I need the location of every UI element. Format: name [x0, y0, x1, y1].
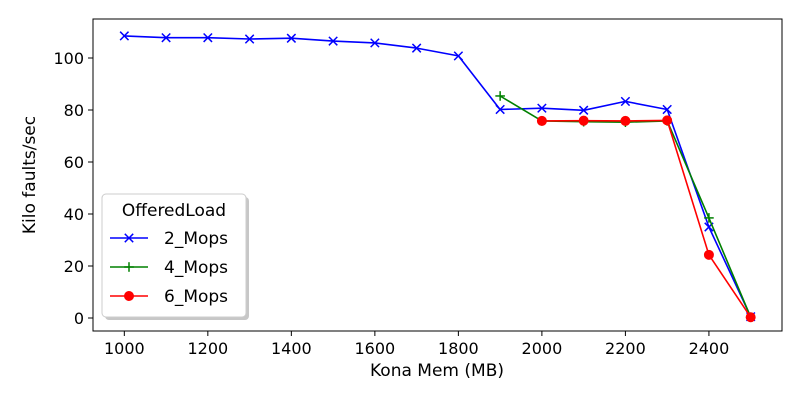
data-point [578, 105, 589, 115]
legend-label: 4_Mops [164, 258, 228, 278]
x-tick-label: 1600 [355, 339, 396, 358]
data-point [328, 36, 338, 46]
data-point [453, 51, 464, 61]
data-point [703, 249, 714, 260]
series-line [124, 35, 752, 318]
data-point [370, 38, 380, 48]
series-line [499, 95, 752, 318]
data-point [161, 32, 171, 43]
y-tick-label: 100 [53, 49, 84, 68]
x-axis-label: Kona Mem (MB) [370, 361, 504, 381]
legend-marker [124, 262, 134, 272]
data-point [411, 43, 422, 53]
data-point [745, 312, 756, 323]
legend-title: OfferedLoad [122, 201, 226, 221]
data-point [119, 31, 130, 41]
legend-label: 2_Mops [164, 229, 228, 249]
legend-entry: 6_Mops [110, 287, 228, 307]
legend-marker [124, 233, 134, 243]
data-point [203, 32, 213, 43]
data-point [620, 96, 631, 107]
data-point [704, 213, 714, 223]
legend-box [101, 193, 247, 318]
y-tick-label: 60 [64, 153, 84, 172]
y-axis-label: Kilo faults/sec [20, 116, 40, 234]
x-tick-label: 2400 [689, 339, 730, 358]
x-axis-ticks: 1000 1200 1400 1600 1800 2000 2200 2400 [104, 331, 729, 358]
y-tick-label: 40 [64, 205, 84, 224]
x-tick-label: 1400 [271, 339, 312, 358]
data-point [495, 91, 505, 101]
y-tick-label: 20 [64, 257, 84, 276]
x-tick-label: 1200 [187, 339, 228, 358]
x-tick-label: 2000 [522, 339, 563, 358]
legend: OfferedLoad 2_Mops 4_Mops 6_Mops [101, 193, 249, 320]
x-tick-label: 1000 [104, 339, 145, 358]
series-layer [119, 31, 756, 323]
axes-frame [92, 18, 783, 332]
series-6_Mops [536, 115, 756, 323]
legend-label: 6_Mops [164, 287, 228, 307]
legend-entries: 2_Mops 4_Mops 6_Mops [110, 229, 228, 307]
data-point [620, 115, 631, 126]
y-axis-ticks: 0 20 40 60 80 100 [53, 49, 93, 328]
y-tick-label: 0 [74, 309, 84, 328]
data-point [537, 103, 547, 113]
legend-marker [124, 291, 134, 301]
y-tick-label: 80 [64, 101, 84, 120]
data-point [244, 34, 255, 44]
legend-entry: 4_Mops [110, 258, 228, 278]
data-point [578, 115, 589, 126]
data-point [495, 104, 505, 115]
series-2_Mops [119, 31, 756, 322]
legend-entry: 2_Mops [110, 229, 228, 249]
data-point [662, 115, 673, 126]
data-point [662, 104, 672, 115]
series-line [541, 119, 752, 318]
x-tick-label: 1800 [438, 339, 479, 358]
x-tick-label: 2200 [605, 339, 646, 358]
data-point [536, 115, 547, 126]
data-point [286, 33, 297, 43]
